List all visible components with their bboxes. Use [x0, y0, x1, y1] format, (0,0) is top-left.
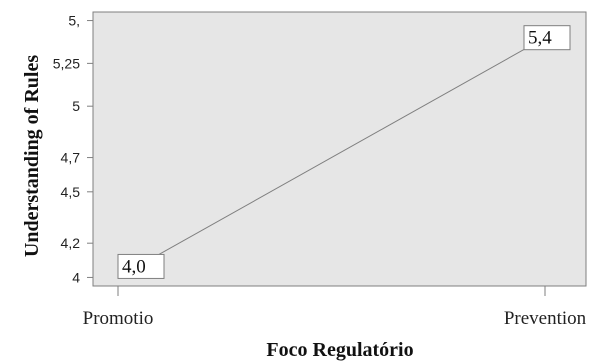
series-line-segment: [117, 37, 546, 278]
data-label-box: [523, 25, 571, 51]
y-tick-label: 5: [72, 98, 80, 114]
y-tick-label: 4,7: [61, 150, 81, 166]
x-category-label: Promotio: [83, 308, 154, 329]
y-tick-label: 5,: [68, 13, 80, 29]
y-tick-label: 5,25: [53, 55, 80, 71]
y-tick-label: 4,5: [61, 184, 81, 200]
y-axis: 4 4,2 4,5 4,7 5 5,25 5,: [53, 13, 93, 285]
y-tick-label: 4,2: [61, 235, 81, 251]
series-layer: [117, 37, 546, 278]
y-tick-label: 4: [72, 269, 80, 285]
data-label-box: [117, 253, 165, 279]
data-label-text: 4,0: [122, 256, 146, 277]
y-axis-title: Understanding of Rules: [21, 55, 43, 257]
data-label-text: 5,4: [528, 28, 552, 49]
plot-area: [92, 11, 587, 287]
x-axis-title: Foco Regulatório: [266, 339, 413, 361]
data-label: 5,4: [523, 25, 571, 51]
x-axis: Promotio Prevention: [83, 286, 587, 329]
data-label: 4,0: [117, 253, 165, 279]
x-category-label: Prevention: [504, 308, 587, 329]
data-label-layer: 4,0 5,4: [117, 25, 571, 279]
